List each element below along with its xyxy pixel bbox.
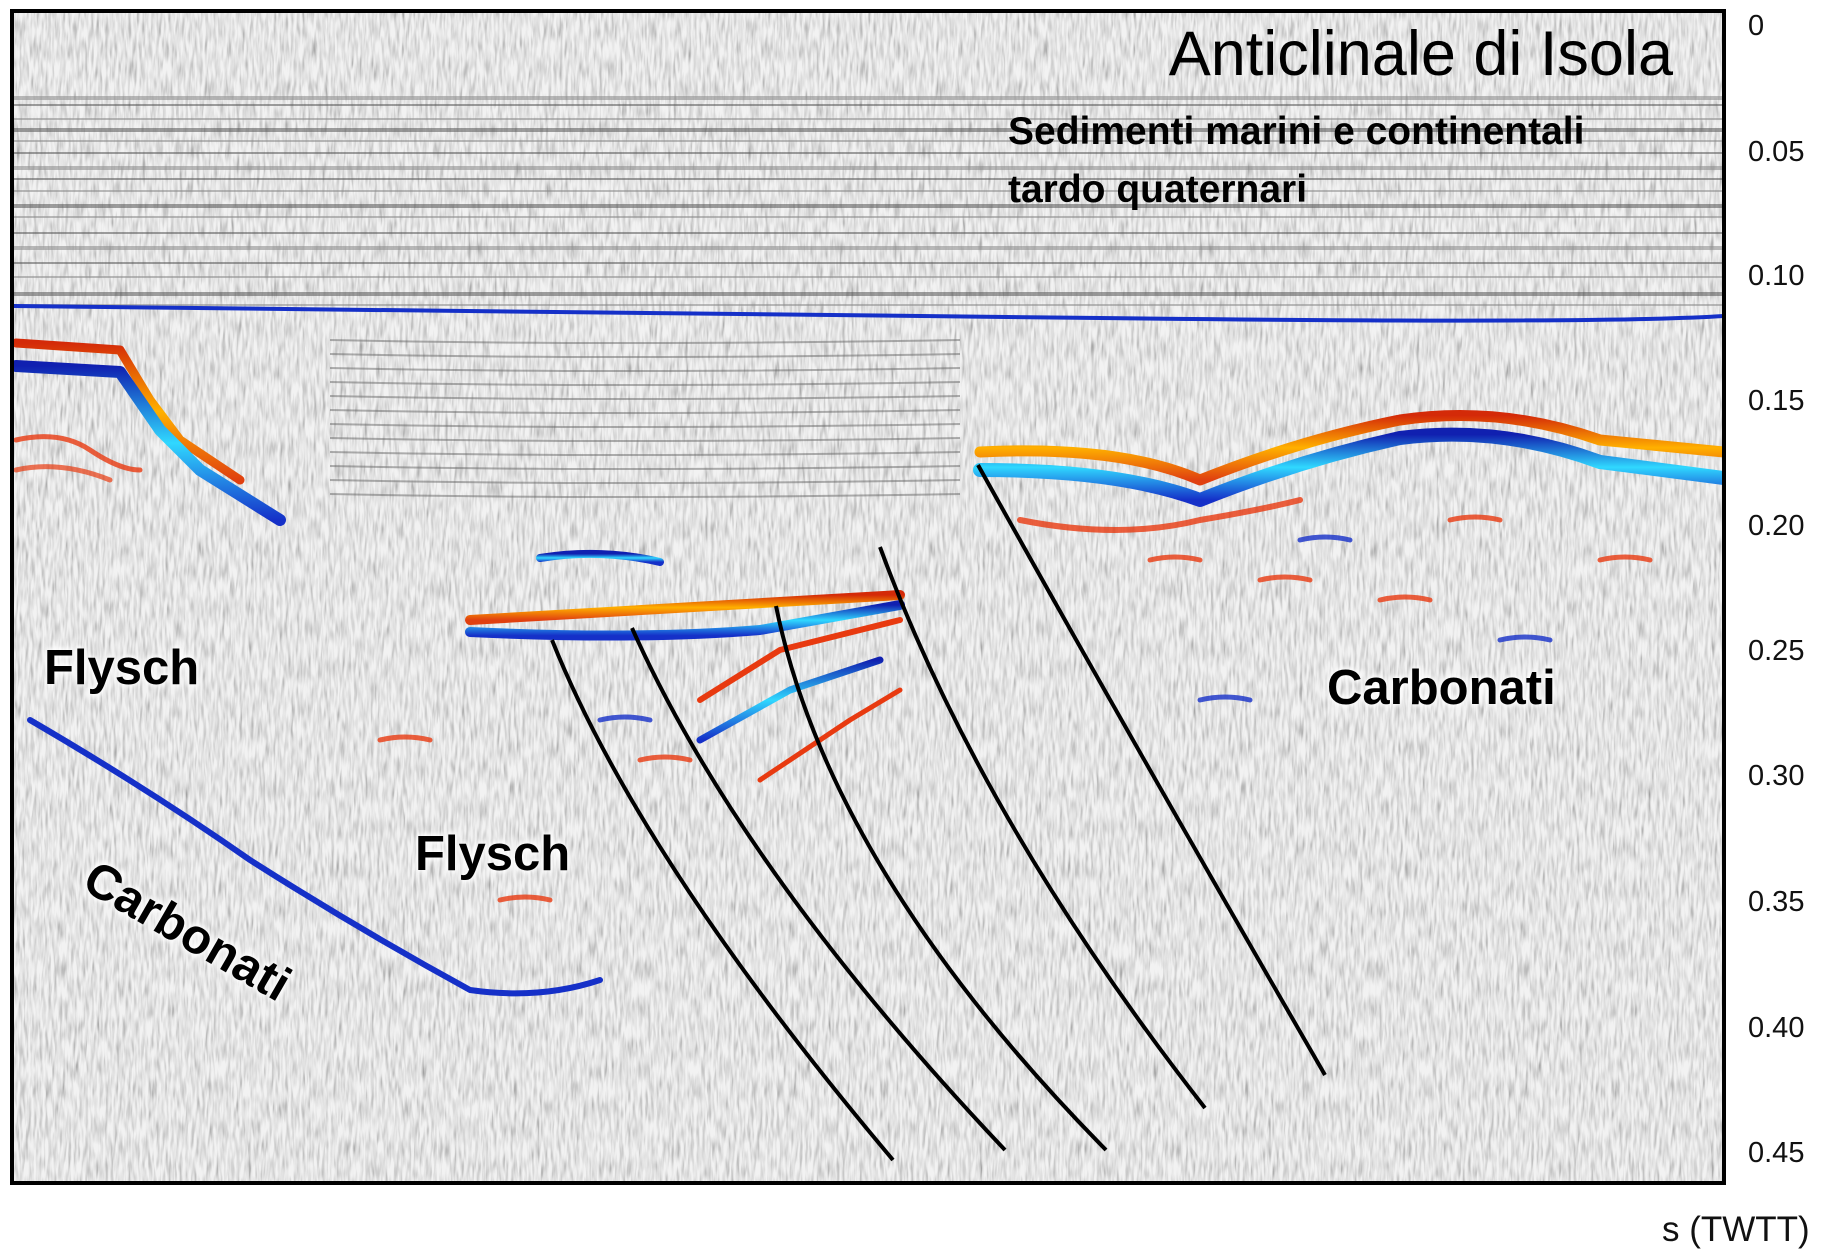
- fault-trace: [976, 464, 1327, 1077]
- tick-label: 0.20: [1748, 510, 1805, 542]
- shallow-reflector: [14, 262, 1724, 264]
- reflector-fragment: [637, 754, 693, 763]
- page-title: Anticlinale di Isola: [1168, 19, 1673, 89]
- shallow-reflector: [14, 166, 1724, 170]
- reflector-fragment: [1297, 534, 1353, 543]
- shallow-reflector: [14, 140, 1724, 142]
- shallow-reflector: [14, 96, 1724, 100]
- fault-trace: [774, 605, 1108, 1152]
- fault-trace: [550, 639, 895, 1162]
- tick-label: 0.45: [1748, 1137, 1805, 1169]
- basin-fill-reflector: [329, 339, 961, 344]
- left-red-reflector: [14, 434, 143, 473]
- shallow-reflector: [14, 276, 1724, 278]
- tick-label: 0.30: [1748, 760, 1805, 792]
- reflector-fragment: [1497, 634, 1553, 643]
- basin-fill-reflector: [329, 353, 961, 358]
- tick-label: 0.40: [1748, 1012, 1805, 1044]
- reflector-fragment: [1147, 554, 1203, 563]
- tick-label: 0.05: [1748, 136, 1805, 168]
- fault-block-red: [697, 617, 903, 703]
- top-carbonate-blue: [14, 360, 286, 526]
- regional-reflector: [14, 304, 1724, 323]
- basin-fill-reflector: [329, 381, 961, 386]
- label-carbonati-right: Carbonati: [1327, 661, 1556, 715]
- shallow-reflector: [14, 152, 1724, 154]
- anticline-lower-red: [1017, 497, 1303, 533]
- reflector-fragment: [597, 714, 653, 723]
- basin-fill-reflector: [329, 395, 961, 400]
- basin-fill-reflector: [329, 493, 961, 498]
- reflector-fragment: [1447, 514, 1503, 523]
- shallow-reflector: [14, 190, 1724, 192]
- tick-label: 0: [1748, 10, 1765, 42]
- shallow-reflector: [14, 246, 1724, 250]
- shallow-reflector: [14, 204, 1724, 208]
- basin-fill-reflector: [329, 465, 961, 470]
- fault-block-red: [757, 687, 903, 783]
- reflector-fragment: [1597, 554, 1653, 563]
- anticline-red: [974, 410, 1724, 486]
- fault-block-blue: [696, 656, 884, 744]
- shallow-reflector: [14, 128, 1724, 132]
- basin-fill-reflector: [329, 367, 961, 372]
- tick-label: 0.35: [1748, 886, 1805, 918]
- left-red-reflector: [14, 464, 113, 483]
- basin-fill-reflector: [329, 437, 961, 442]
- quaternary-reflectors: [14, 96, 1724, 498]
- shallow-reflector: [14, 118, 1724, 120]
- top-carbonate-red: [14, 338, 245, 485]
- carbonate-top-left: [27, 717, 603, 997]
- fault-trace: [630, 627, 1007, 1152]
- basin-fill-reflector: [329, 423, 961, 428]
- axis-units: s (TWTT): [1662, 1210, 1810, 1249]
- shallow-reflector: [14, 216, 1724, 218]
- shallow-reflector: [14, 304, 1724, 306]
- shallow-reflector: [14, 232, 1724, 234]
- reflector-fragment: [1257, 574, 1313, 583]
- fault-trace: [878, 546, 1207, 1110]
- anticline-blue: [973, 427, 1724, 507]
- basin-floor-red: [465, 590, 905, 625]
- basin-fill-reflector: [329, 451, 961, 456]
- fault-lines: [550, 464, 1327, 1162]
- tick-label: 0.25: [1748, 635, 1805, 667]
- basin-fill-reflector: [329, 409, 961, 414]
- basin-fill-reflector: [329, 479, 961, 484]
- channel-reflector: [536, 549, 664, 566]
- reflector-fragment: [1377, 594, 1433, 603]
- subtitle-line-1: Sedimenti marini e continentali: [1008, 110, 1585, 153]
- tick-label: 0.10: [1748, 260, 1805, 292]
- shallow-reflector: [14, 178, 1724, 180]
- reflector-fragment: [377, 734, 433, 743]
- tick-label: 0.15: [1748, 385, 1805, 417]
- label-flysch-center: Flysch: [415, 827, 571, 881]
- reflector-fragment: [1197, 694, 1253, 703]
- reflector-fragment: [497, 894, 553, 903]
- section-frame: [10, 9, 1726, 1185]
- shallow-reflector: [14, 104, 1724, 106]
- subtitle-line-2: tardo quaternari: [1008, 168, 1308, 211]
- label-flysch-left: Flysch: [44, 641, 200, 695]
- shallow-reflector: [14, 292, 1724, 296]
- colored-reflectors: [14, 304, 1724, 997]
